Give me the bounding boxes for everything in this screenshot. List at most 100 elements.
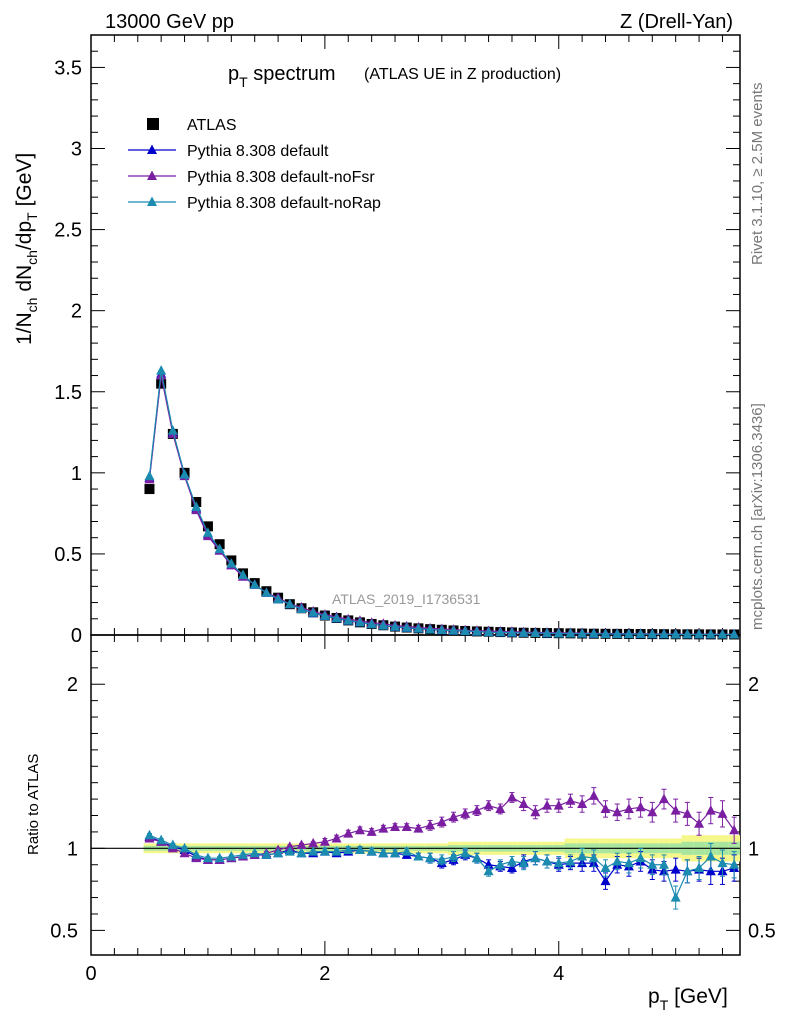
ratio-panel-frame <box>90 634 741 956</box>
mc-point <box>647 628 658 639</box>
ratio-point <box>296 839 307 850</box>
mc-point <box>144 470 155 481</box>
mc-point <box>658 628 669 639</box>
ratio-point <box>156 834 167 845</box>
mc-point <box>530 627 541 638</box>
panel-frames <box>90 34 741 956</box>
ratio-point <box>226 851 237 861</box>
ratio-point <box>261 849 272 859</box>
mc-point <box>705 628 716 639</box>
ratio-point <box>658 859 669 869</box>
ratio-point <box>623 857 634 868</box>
title-sub: T <box>239 74 248 90</box>
mc-point <box>226 558 237 568</box>
y-tick-label-ratio-left: 1 <box>67 838 78 860</box>
mc-point <box>343 615 354 625</box>
atlas-data-point <box>202 521 213 532</box>
y-tick-label-top: 2 <box>71 301 82 323</box>
ratio-point <box>378 847 389 858</box>
mc-point <box>483 626 494 637</box>
ratio-point <box>284 846 295 856</box>
mc-point <box>238 569 249 579</box>
mc-point <box>413 623 424 633</box>
ratio-point <box>202 852 213 863</box>
mc-point <box>717 628 728 639</box>
ratio-point <box>319 846 330 856</box>
mc-point <box>284 598 295 609</box>
mc-point <box>588 628 599 638</box>
mc-point <box>553 627 564 638</box>
ratio-point <box>670 805 681 815</box>
ratio-point <box>460 847 471 858</box>
energy-label: 13000 GeV pp <box>105 11 234 33</box>
mc-point <box>506 627 517 637</box>
ratio-point <box>413 823 424 833</box>
x-axis-label: pT [GeV] <box>648 985 728 1013</box>
y-axis-label-top: 1/Nch dNch/dpT [GeV] <box>13 153 40 345</box>
legend-entry-label: Pythia 8.308 default-noFsr <box>187 169 375 186</box>
legend-marker-triangle <box>147 170 157 180</box>
mc-point <box>623 628 634 639</box>
ratio-point <box>506 855 517 866</box>
analysis-id: ATLAS_2019_I1736531 <box>332 591 481 607</box>
mc-point <box>273 593 284 604</box>
ratio-point <box>436 854 447 864</box>
ratio-point <box>647 859 658 869</box>
mc-point <box>565 628 576 638</box>
legend-entry-label: Pythia 8.308 default <box>187 143 329 160</box>
y-tick-label-top: 0 <box>71 625 82 647</box>
tick-labels: 0 2 4 0 0.5 1 1.5 2 2.5 3 3.5 0.5 0.5 1 1 2 2 <box>50 57 776 985</box>
mc-point <box>635 628 646 639</box>
y-axis-label-bottom: Ratio to ATLAS <box>25 754 42 855</box>
y-tick-label-top: 1.5 <box>54 382 82 404</box>
mcplots-label: mcplots.cern.ch [arXiv:1306.3436] <box>749 403 766 630</box>
ratio-point <box>612 806 623 817</box>
ratio-point <box>565 855 576 866</box>
ratio-point <box>331 846 342 856</box>
ratio-point <box>366 846 377 856</box>
ratio-point <box>588 790 599 800</box>
plot-title: pT spectrum (ATLAS UE in Z production) <box>228 63 561 90</box>
ratio-point <box>436 816 447 827</box>
ratio-point <box>553 857 564 868</box>
ratio-point <box>167 839 178 850</box>
mc-point <box>542 627 553 638</box>
mc-point <box>390 621 401 631</box>
ratio-point <box>483 865 494 876</box>
title-p: p <box>228 63 239 85</box>
ratio-point <box>658 793 669 804</box>
y-tick-label-top: 2.5 <box>54 220 82 242</box>
ratio-point <box>729 859 740 869</box>
y-tick-label-ratio-left: 2 <box>67 674 78 696</box>
ratio-point <box>717 808 728 818</box>
mc-point <box>308 607 319 617</box>
ratio-point <box>577 798 588 809</box>
ratio-point <box>390 821 401 831</box>
mc-point <box>191 501 202 511</box>
mc-point <box>425 623 436 634</box>
ratio-point <box>600 875 611 886</box>
ratio-point <box>705 851 716 861</box>
ratio-point <box>577 851 588 861</box>
ratio-point <box>600 803 611 813</box>
axis-ticks <box>90 34 740 955</box>
y-tick-label-top: 3.5 <box>54 57 82 79</box>
ratio-point <box>635 852 646 863</box>
ratio-point <box>506 862 517 873</box>
y-tick-label-ratio-left: 0.5 <box>50 920 78 942</box>
x-tick-label: 0 <box>85 963 96 985</box>
ratio-point <box>296 847 307 858</box>
svg-text:pT spectrum: pT spectrum <box>228 63 336 90</box>
mc-point <box>179 468 190 479</box>
ratio-point <box>425 819 436 830</box>
mc-point <box>331 612 342 623</box>
mc-point <box>682 628 693 639</box>
ratio-point <box>518 857 529 868</box>
ratio-point <box>495 803 506 813</box>
mc-point <box>670 628 681 639</box>
y-tick-label-top: 0.5 <box>54 544 82 566</box>
legend-marker-square <box>147 118 159 130</box>
mc-point <box>296 603 307 614</box>
y-tick-label-ratio-right: 1 <box>748 838 759 860</box>
